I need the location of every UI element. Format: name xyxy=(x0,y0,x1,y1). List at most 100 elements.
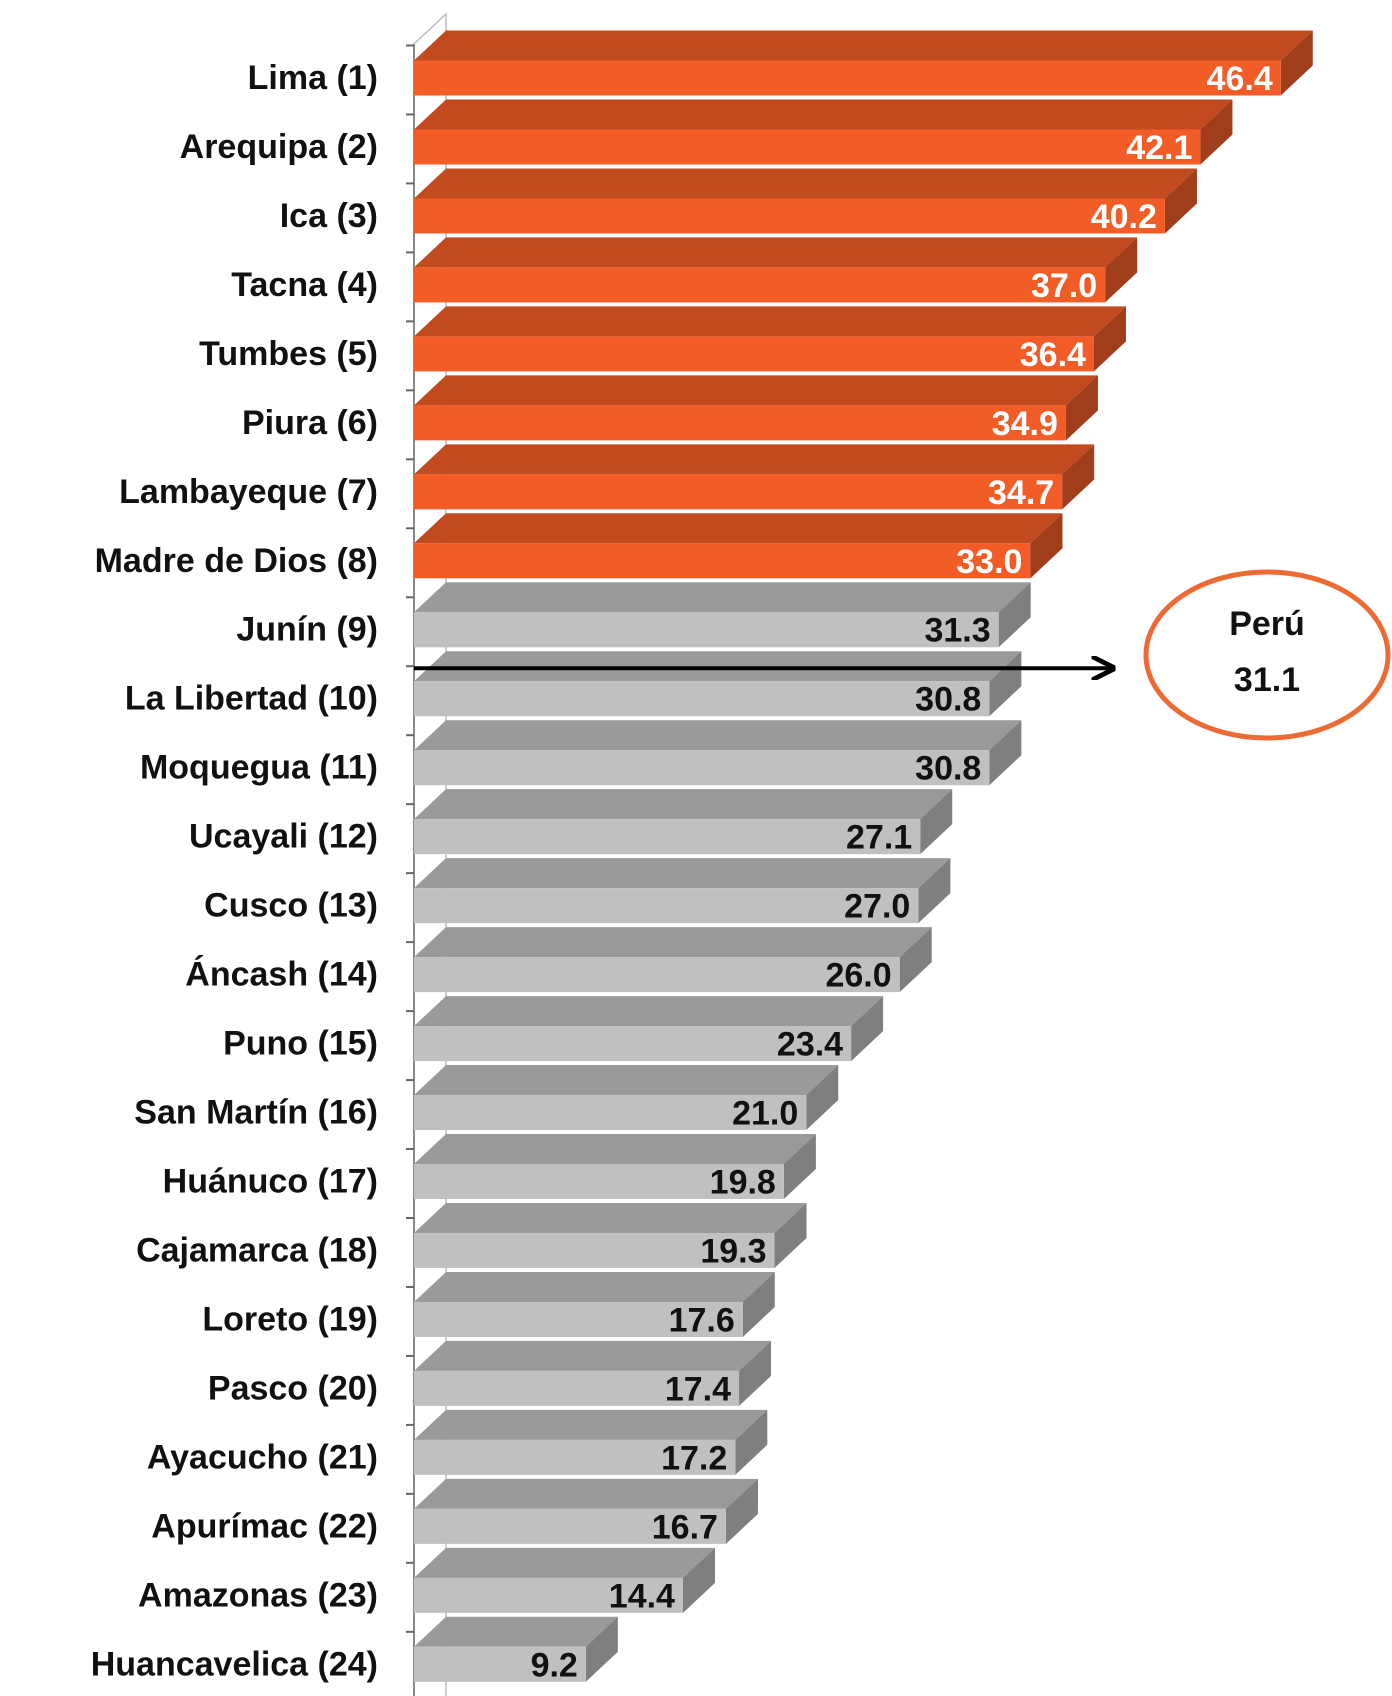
bar xyxy=(414,543,1031,579)
value-label: 23.4 xyxy=(777,1026,843,1064)
category-label: Huancavelica (24) xyxy=(91,1645,378,1683)
value-label: 14.4 xyxy=(609,1577,675,1615)
bar-top xyxy=(414,858,951,889)
bar-top xyxy=(414,306,1126,337)
value-label: 31.3 xyxy=(924,612,990,650)
value-label: 37.0 xyxy=(1031,267,1097,305)
category-label: Huánuco (17) xyxy=(163,1163,378,1201)
value-label: 40.2 xyxy=(1091,198,1157,236)
value-label: 34.9 xyxy=(992,405,1058,443)
category-label: La Libertad (10) xyxy=(125,680,378,718)
bar xyxy=(414,474,1063,510)
value-label: 42.1 xyxy=(1126,129,1192,167)
category-label: Moquegua (11) xyxy=(140,749,378,787)
category-label: Pasco (20) xyxy=(208,1369,378,1407)
bar-side xyxy=(1164,168,1197,234)
bar-top xyxy=(414,789,953,820)
value-label: 21.0 xyxy=(732,1095,798,1133)
category-label: Lima (1) xyxy=(248,59,378,97)
category-label: Arequipa (2) xyxy=(180,128,378,166)
bar-top xyxy=(414,1134,816,1165)
category-label: Cusco (13) xyxy=(204,887,378,925)
bar-side xyxy=(1062,444,1095,510)
bar xyxy=(414,60,1281,96)
bar xyxy=(414,1508,726,1544)
bar xyxy=(414,1026,852,1062)
bar-side xyxy=(1280,30,1313,96)
value-label: 17.4 xyxy=(665,1370,731,1408)
bar-side xyxy=(998,582,1031,648)
category-label: Áncash (14) xyxy=(185,956,378,994)
category-label: Cajamarca (18) xyxy=(136,1231,378,1269)
value-label: 19.3 xyxy=(700,1232,766,1270)
category-label: Puno (15) xyxy=(223,1025,378,1063)
bar xyxy=(414,198,1165,234)
bar-side xyxy=(1093,306,1126,372)
bar-side xyxy=(735,1409,768,1475)
bar-side xyxy=(774,1202,807,1268)
reference-label: Perú xyxy=(1229,605,1305,643)
bar-side xyxy=(806,1065,839,1131)
bar-top xyxy=(414,927,932,958)
bar-side xyxy=(1065,375,1098,441)
bar-top xyxy=(414,375,1098,406)
value-label: 36.4 xyxy=(1020,336,1086,374)
reference-value: 31.1 xyxy=(1234,661,1300,699)
category-label: Tacna (4) xyxy=(231,266,378,304)
bar-side xyxy=(585,1616,618,1682)
bar xyxy=(414,819,921,855)
bar-top xyxy=(414,1340,772,1371)
bar-top xyxy=(414,1202,807,1233)
category-label: Loreto (19) xyxy=(202,1300,378,1338)
bar xyxy=(414,1232,775,1268)
value-label: 17.2 xyxy=(661,1439,727,1477)
value-label: 27.1 xyxy=(846,819,912,857)
bar xyxy=(414,336,1094,372)
category-label: Ica (3) xyxy=(280,197,378,235)
bar xyxy=(414,1370,740,1406)
bar-top xyxy=(414,30,1313,61)
bar xyxy=(414,129,1201,165)
bar xyxy=(414,1095,807,1131)
bar-side xyxy=(725,1478,758,1544)
bar xyxy=(414,1577,683,1613)
bar xyxy=(414,888,919,924)
category-label: Tumbes (5) xyxy=(199,335,378,373)
bar-side xyxy=(1105,237,1138,303)
category-label: San Martín (16) xyxy=(134,1094,378,1132)
bar-side xyxy=(918,858,951,924)
category-label: Junín (9) xyxy=(236,611,378,649)
category-label: Ayacucho (21) xyxy=(147,1438,378,1476)
bar-side xyxy=(899,927,932,993)
reference-badge xyxy=(1143,569,1391,741)
bar xyxy=(414,1301,743,1337)
bar-side xyxy=(682,1547,715,1613)
value-label: 19.8 xyxy=(710,1164,776,1202)
category-label: Apurímac (22) xyxy=(151,1507,378,1545)
bar-top xyxy=(414,651,1022,682)
bar xyxy=(414,612,999,648)
bar xyxy=(414,957,900,993)
value-label: 34.7 xyxy=(988,474,1054,512)
bar-top xyxy=(414,720,1022,751)
bar-side xyxy=(742,1271,775,1337)
value-label: 26.0 xyxy=(825,957,891,995)
bar-top xyxy=(414,996,884,1027)
value-label: 16.7 xyxy=(652,1508,718,1546)
bar-side xyxy=(783,1134,816,1200)
category-label: Lambayeque (7) xyxy=(119,473,378,511)
bar-top xyxy=(414,1547,715,1578)
bar-top xyxy=(414,1271,775,1302)
bar-top xyxy=(414,99,1233,130)
category-label: Piura (6) xyxy=(242,404,378,442)
bar xyxy=(414,681,990,717)
category-label: Ucayali (12) xyxy=(189,818,378,856)
bar-top xyxy=(414,444,1095,475)
bar-top xyxy=(414,513,1063,544)
value-label: 27.0 xyxy=(844,888,910,926)
bar-top xyxy=(414,168,1197,199)
bar xyxy=(414,405,1066,441)
value-label: 33.0 xyxy=(956,543,1022,581)
